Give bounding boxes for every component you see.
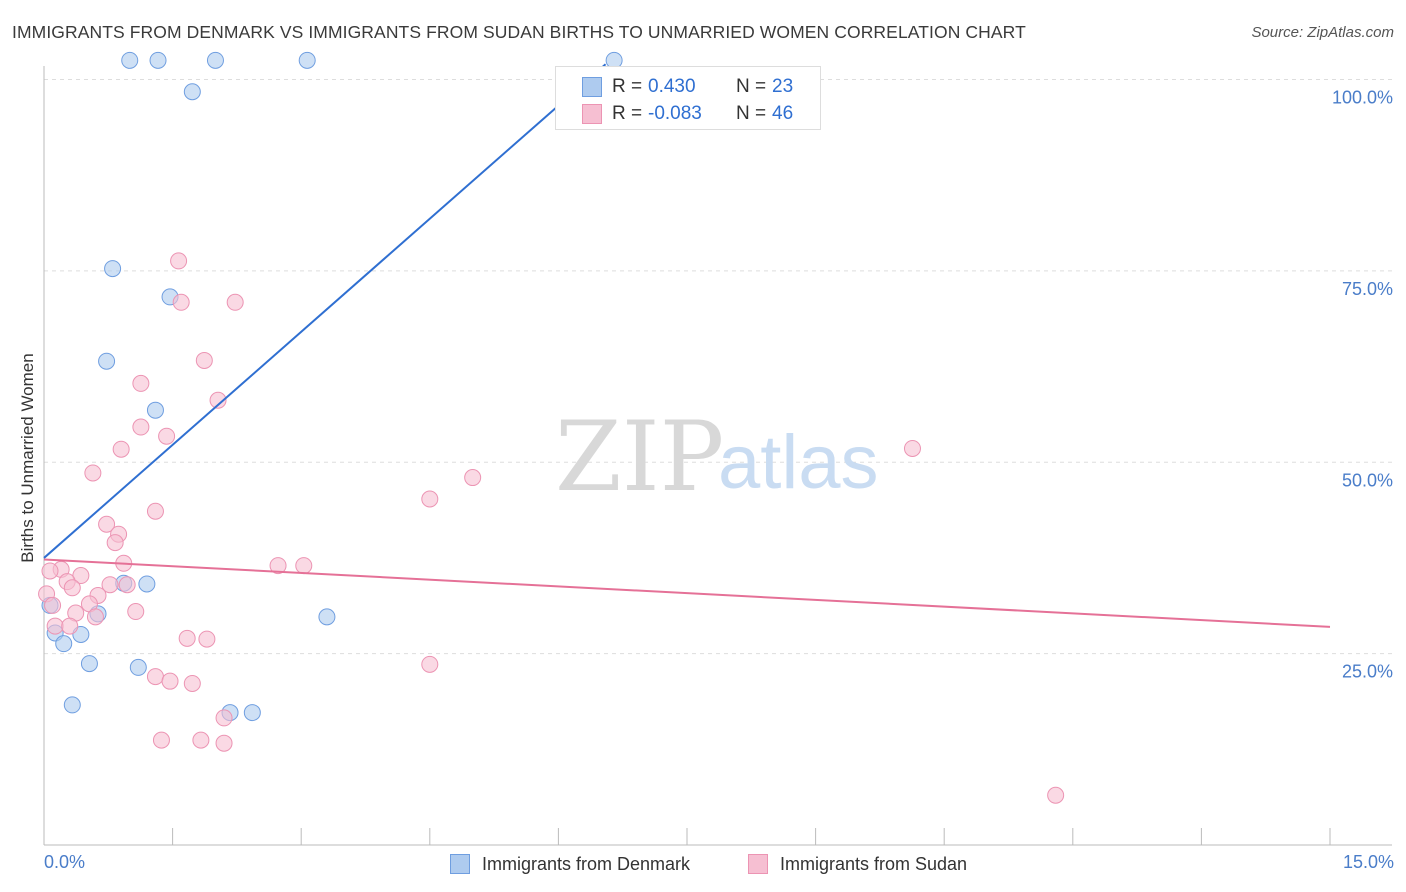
- denmark-point: [80, 655, 98, 673]
- denmark-point: [138, 575, 156, 593]
- denmark-legend-swatch: [450, 854, 470, 874]
- sudan-point: [421, 490, 439, 508]
- x-min-label: 0.0%: [44, 852, 86, 872]
- sudan-point: [132, 374, 150, 392]
- sudan-point: [146, 502, 164, 520]
- sudan-point: [464, 469, 482, 487]
- sudan-point: [172, 293, 190, 311]
- sudan-swatch: [582, 104, 602, 124]
- sudan-point: [215, 734, 233, 752]
- denmark-point: [63, 696, 81, 714]
- n-value: 23: [772, 76, 794, 97]
- x-max-label: 15.0%: [1342, 852, 1394, 872]
- denmark-point: [146, 401, 164, 419]
- sudan-point: [183, 674, 201, 692]
- sudan-point: [903, 439, 921, 457]
- stats-legend: R = 0.430 N = 23 R = -0.083 N = 46: [555, 66, 821, 130]
- denmark-point: [183, 83, 201, 101]
- source-label: Source: ZipAtlas.com: [1251, 24, 1394, 41]
- r-label: R =: [612, 103, 643, 124]
- y-tick-label: 100.0%: [1332, 88, 1393, 108]
- y-tick-label: 75.0%: [1342, 279, 1393, 299]
- denmark-point: [318, 608, 336, 626]
- sudan-point: [132, 418, 150, 436]
- series-denmark-points: [41, 51, 623, 722]
- y-tick-labels: 100.0% 75.0% 50.0% 25.0%: [1332, 88, 1393, 682]
- legend-item-sudan: Immigrants from Sudan: [748, 852, 967, 876]
- denmark-legend-label: Immigrants from Denmark: [482, 853, 691, 874]
- n-value: 46: [772, 103, 794, 124]
- denmark-trendline: [43, 63, 607, 559]
- sudan-legend-label: Immigrants from Sudan: [780, 853, 968, 874]
- sudan-point: [127, 603, 145, 621]
- sudan-point: [192, 731, 210, 749]
- sudan-point: [46, 617, 64, 635]
- y-axis-title: Births to Unmarried Women: [18, 353, 37, 563]
- r-value: 0.430: [648, 76, 696, 97]
- sudan-point: [269, 557, 287, 575]
- sudan-point: [226, 293, 244, 311]
- sudan-point: [106, 534, 124, 552]
- sudan-point: [1047, 786, 1065, 804]
- sudan-point: [86, 608, 104, 626]
- denmark-point: [121, 51, 139, 69]
- sudan-point: [41, 562, 59, 580]
- denmark-point: [243, 704, 261, 722]
- sudan-point: [63, 579, 81, 597]
- y-tick-label: 50.0%: [1342, 470, 1393, 490]
- denmark-swatch: [582, 77, 602, 97]
- sudan-point: [198, 630, 216, 648]
- sudan-point: [61, 617, 79, 635]
- sudan-point: [44, 596, 62, 614]
- sudan-point: [84, 464, 102, 482]
- sudan-point: [195, 351, 213, 369]
- sudan-point: [146, 668, 164, 686]
- denmark-point: [298, 51, 316, 69]
- sudan-trendline: [43, 558, 1331, 628]
- sudan-point: [170, 252, 188, 270]
- watermark-atlas: atlas: [718, 420, 879, 505]
- trendlines: [43, 63, 1331, 628]
- sudan-point: [112, 440, 130, 458]
- denmark-point: [98, 352, 116, 370]
- watermark-zip: ZIP: [555, 401, 724, 513]
- sudan-point: [118, 576, 136, 594]
- watermark: ZIP atlas: [555, 401, 879, 513]
- denmark-point: [129, 658, 147, 676]
- sudan-point: [295, 557, 313, 575]
- sudan-point: [152, 731, 170, 749]
- chart-title: IMMIGRANTS FROM DENMARK VS IMMIGRANTS FR…: [12, 22, 1026, 42]
- legend-item-denmark: Immigrants from Denmark: [450, 852, 690, 876]
- denmark-point: [206, 51, 224, 69]
- sudan-point: [215, 709, 233, 727]
- sudan-point: [98, 515, 116, 533]
- axes: [43, 66, 1392, 846]
- sudan-point: [101, 576, 119, 594]
- sudan-legend-swatch: [748, 854, 768, 874]
- grid: [44, 79, 1392, 655]
- y-tick-label: 25.0%: [1342, 662, 1393, 682]
- sudan-point: [209, 391, 227, 409]
- sudan-point: [178, 629, 196, 647]
- denmark-point: [149, 51, 167, 69]
- denmark-point: [55, 635, 73, 653]
- r-label: R =: [612, 76, 643, 97]
- n-label: N =: [736, 76, 767, 97]
- sudan-point: [161, 672, 179, 690]
- sudan-point: [421, 655, 439, 673]
- sudan-point: [158, 427, 176, 445]
- denmark-point: [104, 260, 122, 278]
- n-label: N =: [736, 103, 767, 124]
- series-sudan-points: [38, 252, 1065, 804]
- r-value: -0.083: [648, 103, 702, 124]
